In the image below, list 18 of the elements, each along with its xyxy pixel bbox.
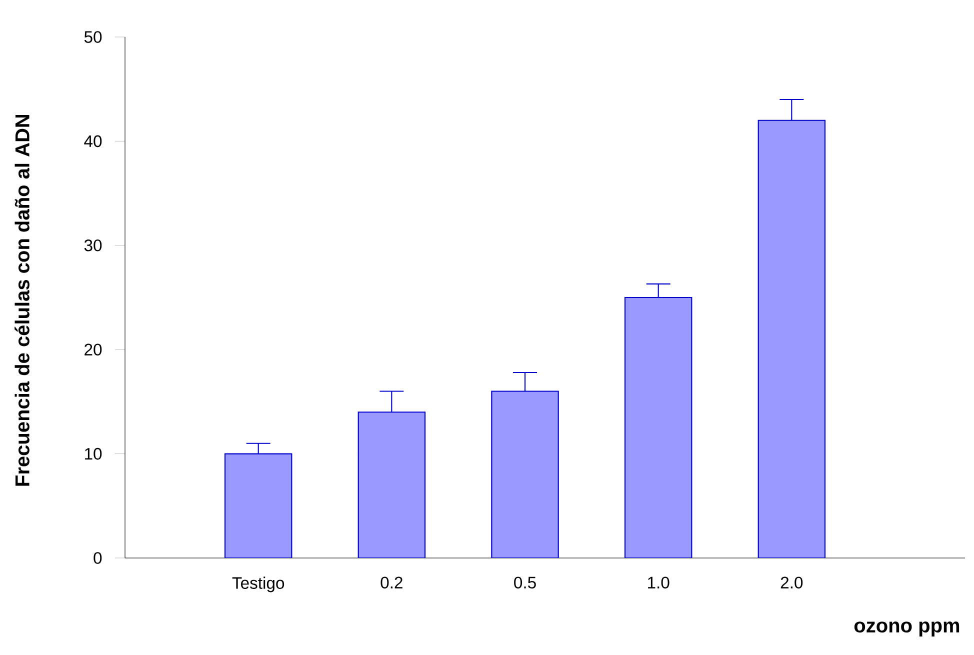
y-axis-title: Frecuencia de células con daño al ADN (14, 114, 30, 486)
bar (491, 390, 559, 558)
y-tick-label: 20 (84, 344, 102, 356)
y-tick-label: 40 (84, 135, 102, 148)
x-tick-label: 0.2 (380, 576, 402, 588)
bar (224, 453, 292, 558)
y-tick-label: 50 (84, 31, 102, 43)
bar (758, 120, 826, 558)
x-tick-label: 0.5 (514, 576, 536, 588)
x-axis-title: ozono ppm (854, 622, 960, 636)
y-tick-label: 10 (85, 448, 102, 460)
x-tick-label: 2.0 (780, 576, 803, 588)
bar (624, 296, 692, 558)
x-tick-label: 1.0 (648, 576, 670, 588)
y-tick-label: 30 (84, 240, 102, 252)
y-tick-label: 0 (94, 552, 102, 564)
x-tick-label: Testigo (232, 576, 284, 592)
bar (358, 412, 426, 558)
